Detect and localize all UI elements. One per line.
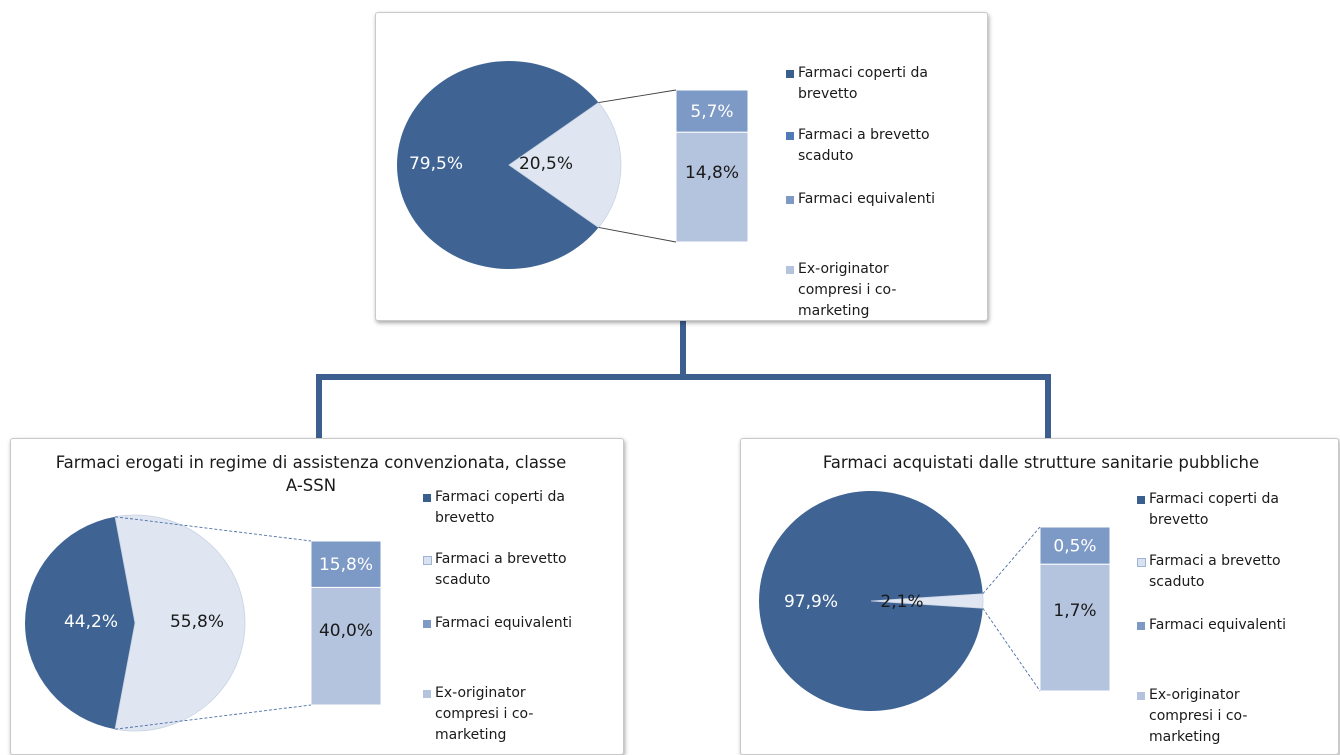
connector-line-bottom: [598, 227, 677, 243]
bar-segment-bottom: [310, 586, 382, 706]
legend-swatch: [423, 690, 431, 698]
legend-label: Farmaci coperti da brevetto: [1149, 491, 1279, 528]
legend-label: Farmaci equivalenti: [435, 615, 572, 631]
legend-label: Farmaci a brevetto scaduto: [798, 127, 930, 164]
bar-segment-top: [1039, 526, 1111, 565]
connector-line-top: [115, 516, 312, 542]
connector-crossbar: [316, 374, 1051, 380]
bar-segment-bottom: [675, 131, 749, 243]
legend-label: Farmaci equivalenti: [798, 191, 935, 207]
legend-label: Farmaci coperti da brevetto: [798, 65, 928, 102]
legend-swatch: [1137, 692, 1145, 700]
pie-slice-other: [114, 514, 246, 732]
pie-label-other: 20,5%: [519, 154, 573, 174]
connector-line-top: [982, 526, 1041, 595]
pie-label-other: 55,8%: [170, 612, 224, 632]
connector-left-drop: [316, 374, 322, 438]
connector-line-bottom: [982, 607, 1041, 692]
bar-label-bottom: 1,7%: [1053, 601, 1096, 621]
legend-swatch: [1137, 558, 1146, 567]
legend-label: Ex-originator compresi i co-marketing: [798, 261, 897, 319]
legend-swatch: [786, 132, 794, 140]
chart-title: Farmaci acquistati dalle strutture sanit…: [822, 453, 1260, 472]
pie-label-other: 2,1%: [880, 592, 923, 612]
chart-panel-convenzionata: Farmaci erogati in regime di assistenza …: [10, 438, 624, 755]
chart-panel-strutture: Farmaci acquistati dalle strutture sanit…: [740, 438, 1339, 755]
legend-label: Ex-originator compresi i co-marketing: [435, 685, 534, 743]
legend-swatch: [786, 70, 794, 78]
legend-swatch: [786, 266, 794, 274]
bar-segment-bottom: [1039, 563, 1111, 692]
legend-label: Farmaci a brevetto scaduto: [435, 551, 567, 588]
connector-line-bottom: [115, 704, 312, 730]
pie-slice-main: [24, 516, 135, 730]
legend-swatch: [423, 494, 431, 502]
pie-label-main: 97,9%: [784, 592, 838, 612]
bar-segment-top: [310, 540, 382, 588]
legend-label: Farmaci equivalenti: [1149, 617, 1286, 633]
bar-label-top: 0,5%: [1053, 537, 1096, 557]
legend-label: Farmaci coperti da brevetto: [435, 489, 565, 526]
legend-label: Farmaci a brevetto scaduto: [1149, 553, 1281, 590]
pie-slice-other: [508, 102, 622, 228]
pie-slice-other: [870, 593, 984, 609]
bar-label-bottom: 40,0%: [319, 621, 373, 641]
pie-of-bar-chart: 44,2% 55,8% 15,8% 40,0%: [24, 514, 382, 732]
chart-panel-overall: 79,5% 20,5% 5,7% 14,8% Farmaci coperti da b…: [375, 12, 988, 321]
connector-line-top: [598, 89, 677, 104]
legend-swatch: [1137, 496, 1145, 504]
pie-slice-main: [397, 60, 599, 270]
legend-swatch: [1137, 622, 1145, 630]
chart-title: Farmaci erogati in regime di assistenza …: [55, 453, 567, 495]
legend-label: Ex-originator compresi i co-marketing: [1149, 687, 1248, 745]
bar-label-top: 5,7%: [690, 102, 733, 122]
connector-stem: [680, 319, 686, 377]
legend-swatch: [786, 196, 794, 204]
pie-of-bar-chart: 79,5% 20,5% 5,7% 14,8%: [397, 60, 749, 270]
pie-of-bar-chart: 97,9% 2,1% 0,5% 1,7%: [759, 491, 1111, 711]
connector-right-drop: [1045, 374, 1051, 438]
bar-label-bottom: 14,8%: [685, 163, 739, 183]
pie-label-main: 44,2%: [64, 612, 118, 632]
pie-label-main: 79,5%: [409, 154, 463, 174]
legend-swatch: [423, 620, 431, 628]
legend-swatch: [423, 556, 432, 565]
bar-segment-top: [675, 89, 749, 133]
pie-slice-main: [759, 491, 983, 711]
bar-label-top: 15,8%: [319, 555, 373, 575]
